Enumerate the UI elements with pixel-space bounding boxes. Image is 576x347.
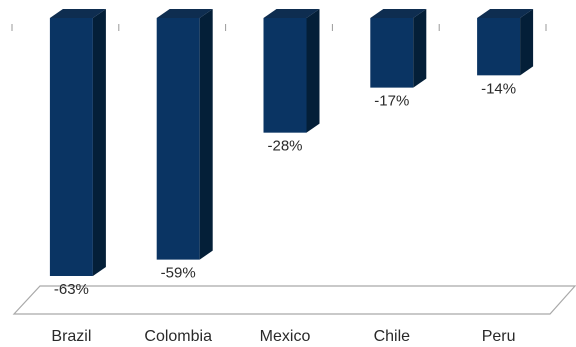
- bar-front: [156, 18, 200, 260]
- category-label: Peru: [482, 328, 516, 345]
- bar-top: [156, 9, 213, 18]
- data-label: -17%: [374, 93, 409, 110]
- bar-peru: [477, 9, 534, 76]
- bar-colombia: [156, 9, 213, 260]
- bar-front: [370, 18, 414, 88]
- category-label: Colombia: [144, 328, 212, 345]
- category-label: Brazil: [51, 328, 91, 345]
- bars-group: [49, 9, 534, 276]
- data-label: -59%: [161, 265, 196, 282]
- bar-front: [477, 18, 521, 76]
- bar-side: [413, 9, 427, 88]
- bar-top: [49, 9, 106, 18]
- data-label: -28%: [267, 138, 302, 155]
- bar-brazil: [49, 9, 106, 276]
- bar-side: [92, 9, 106, 276]
- category-label: Mexico: [260, 328, 311, 345]
- bar-front: [263, 18, 307, 133]
- bar-mexico: [263, 9, 320, 133]
- data-label: -14%: [481, 80, 516, 97]
- bar-side: [199, 9, 213, 260]
- category-labels-group: Brazil Colombia Mexico Chile Peru: [51, 328, 515, 345]
- bar-front: [49, 18, 93, 276]
- category-ticks: [11, 24, 547, 31]
- bar-top: [477, 9, 534, 18]
- category-label: Chile: [374, 328, 411, 345]
- bar-chile: [370, 9, 427, 88]
- chart-floor: [12, 285, 576, 315]
- bar-side: [306, 9, 320, 133]
- data-labels-group: -63% -59% -28% -17% -14%: [54, 80, 516, 298]
- bar-top: [370, 9, 427, 18]
- bar-top: [263, 9, 320, 18]
- bar-side: [520, 9, 534, 76]
- data-label: -63%: [54, 281, 89, 298]
